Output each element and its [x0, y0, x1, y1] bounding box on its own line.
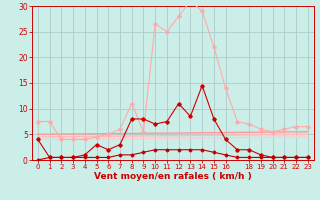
X-axis label: Vent moyen/en rafales ( km/h ): Vent moyen/en rafales ( km/h )	[94, 172, 252, 181]
